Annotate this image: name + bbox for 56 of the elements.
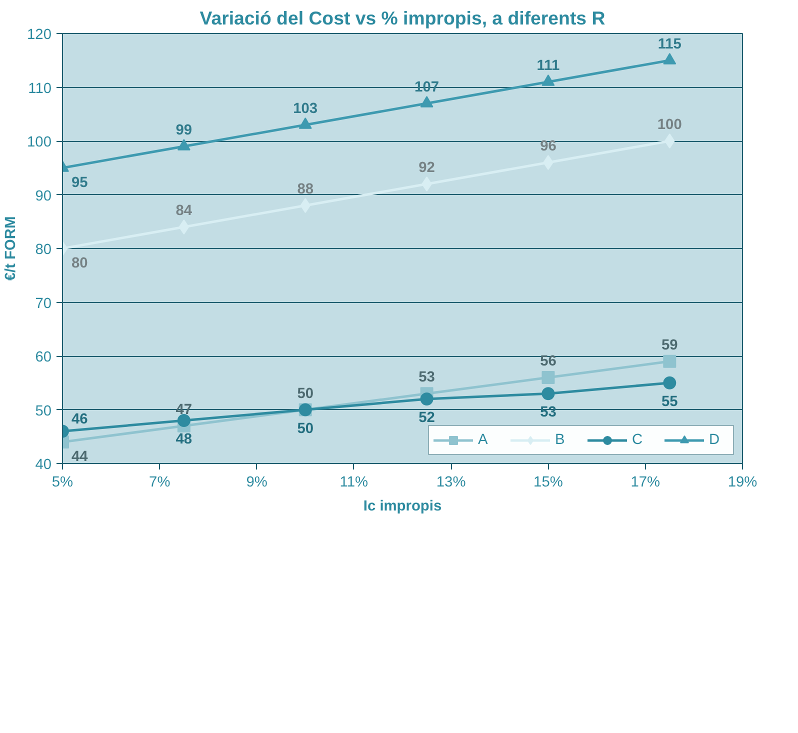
point [420,96,434,108]
y-tick-label: 90 [35,188,52,204]
data-label: 80 [72,256,88,272]
y-tick-label: 120 [27,27,52,43]
y-tick-label: 40 [35,457,52,473]
y-tick-label: 110 [28,80,52,97]
point [420,392,434,406]
x-axis-title: Ic impropis [363,498,442,514]
x-tick-label: 7% [149,474,170,490]
y-tick-label: 60 [35,350,52,366]
data-label: 99 [176,122,192,138]
point [298,117,312,129]
point [177,138,190,150]
data-label: 96 [540,138,556,154]
y-tick-label: 50 [35,403,52,420]
point [542,371,555,384]
data-label: 100 [657,117,682,133]
data-label: 111 [536,58,560,74]
data-label: 103 [293,100,318,117]
point [663,354,676,368]
data-label: 59 [661,337,678,354]
legend-label: C [632,432,644,448]
y-tick-label: 80 [35,242,52,258]
point [663,376,676,390]
data-label: 92 [418,160,435,176]
y-tick-label: 100 [27,134,52,150]
data-label: 50 [297,420,314,437]
point [663,52,676,64]
legend-label: A [478,432,489,448]
data-label: 55 [661,394,678,410]
point [664,134,675,148]
x-tick-label: 19% [728,474,758,490]
x-tick-label: 15% [534,474,563,490]
y-tick-label: 70 [35,296,52,312]
data-label: 53 [418,370,435,386]
x-tick-label: 13% [436,474,466,490]
x-tick-label: 17% [630,474,660,490]
x-tick-label: 5% [52,474,74,490]
data-label: 52 [418,410,435,426]
y-axis-title: €/t FORM [3,216,20,281]
chart-title: Variació del Cost vs % impropis, a diferents R [200,8,606,28]
data-label: 84 [176,203,193,219]
point [542,387,555,400]
data-label: 88 [297,182,314,198]
x-tick-label: 9% [246,474,268,490]
data-label: 50 [297,386,314,402]
data-label: 56 [540,354,556,370]
x-tick-label: 11% [340,474,368,490]
legend-label: B [555,432,566,448]
legend-label: D [709,432,721,448]
data-label: 46 [72,411,88,428]
data-label: 115 [658,36,682,52]
data-label: 44 [72,449,89,465]
point [542,74,555,86]
data-label: 48 [176,432,192,448]
data-label: 95 [72,174,88,191]
